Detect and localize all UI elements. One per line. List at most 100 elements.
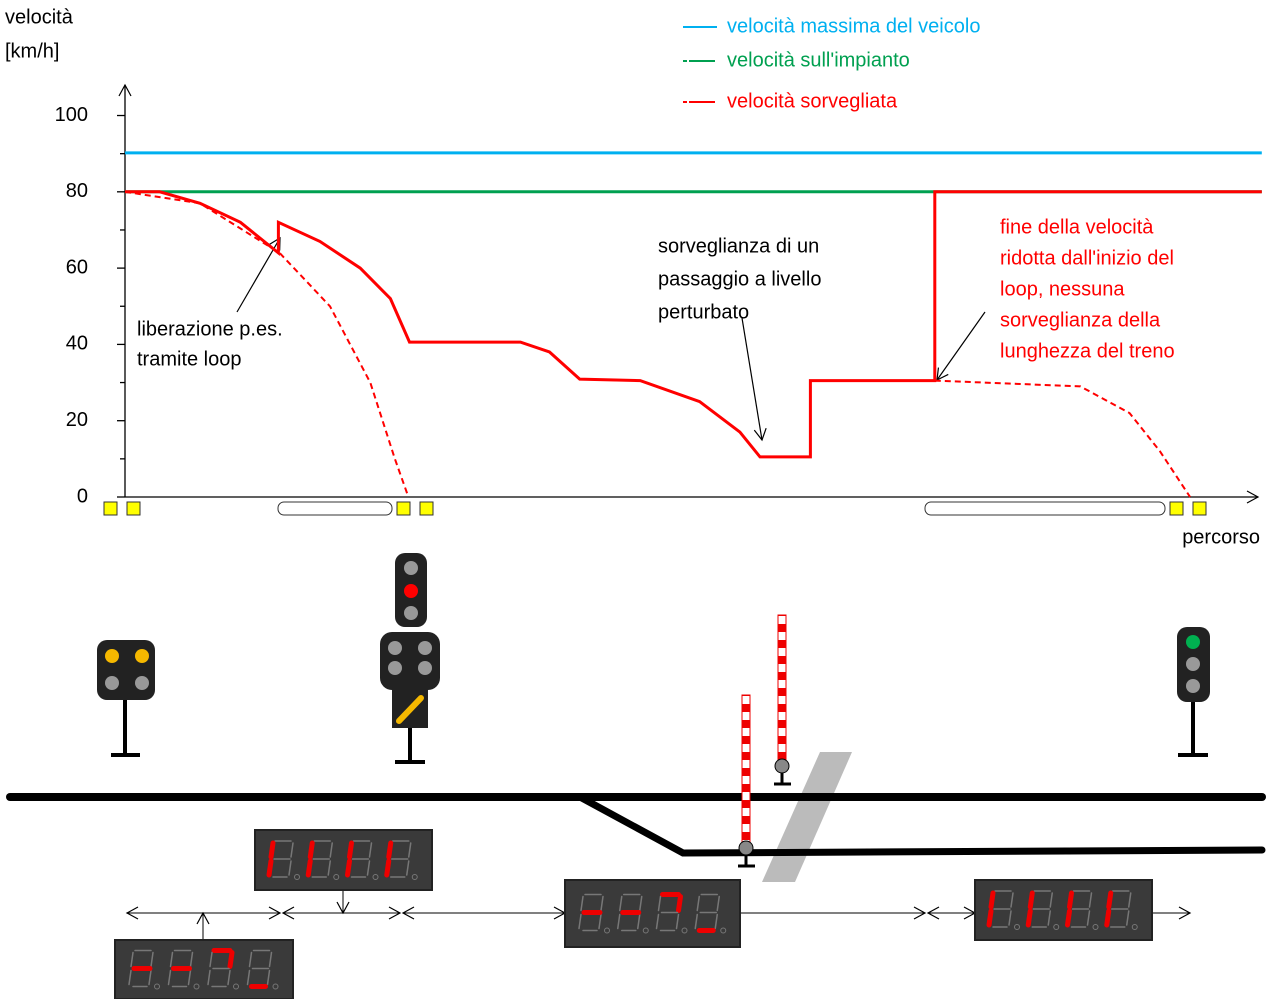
display-segment — [329, 842, 333, 858]
annotation: tramite loop — [137, 348, 242, 370]
loops — [277, 501, 1166, 516]
y-label: [km/h] — [5, 40, 59, 62]
annotation: perturbato — [658, 301, 749, 323]
annotation: sorveglianza della — [1000, 309, 1161, 331]
display-segment — [345, 858, 352, 878]
y-tick-label: 20 — [66, 409, 88, 431]
x-label: percorso — [1182, 526, 1260, 548]
display-dot — [233, 983, 239, 990]
display-segment — [148, 969, 152, 986]
display-segment — [288, 860, 292, 876]
display-segment — [986, 908, 994, 928]
display-segment — [1067, 890, 1074, 910]
display-segment — [268, 840, 276, 860]
display-segment — [189, 951, 194, 968]
display-segment — [637, 913, 641, 930]
annotation: fine della velocità — [1000, 216, 1154, 238]
y-tick-label: 100 — [55, 104, 88, 126]
display-segment — [246, 969, 251, 986]
display-dot — [193, 983, 200, 990]
barriers — [738, 614, 791, 868]
display-segment — [1008, 910, 1012, 926]
display-segment — [207, 969, 211, 986]
y-tick-label: 0 — [77, 485, 88, 507]
display-segment — [347, 840, 354, 860]
display-segment — [187, 969, 192, 986]
display-segment — [655, 913, 660, 930]
annotation: liberazione p.es. — [137, 318, 283, 340]
legend-label: velocità massima del veicolo — [727, 15, 980, 37]
display-segment — [988, 890, 996, 910]
display-dot — [272, 983, 279, 990]
display-segment — [1047, 910, 1051, 926]
display-frame — [254, 829, 433, 891]
display-segment — [130, 951, 134, 968]
display-dot — [642, 927, 649, 934]
display-segment — [227, 969, 231, 986]
display-dot — [720, 927, 727, 934]
display-segment — [307, 840, 315, 860]
series-line — [125, 190, 1262, 459]
signal-middle — [380, 553, 440, 764]
display-segment — [578, 913, 582, 930]
display-segment — [600, 895, 604, 912]
legend-label: velocità sull'impianto — [727, 49, 910, 71]
display-segment — [266, 858, 274, 878]
display-segment — [305, 858, 313, 878]
display-dot — [604, 927, 610, 934]
display-segment — [290, 842, 294, 858]
display-segment — [128, 969, 132, 986]
y-tick-label: 40 — [66, 333, 88, 355]
annotation: passaggio a livello — [658, 268, 821, 290]
display-dot — [681, 927, 688, 934]
display-dot — [411, 874, 418, 880]
display-segment — [169, 951, 174, 968]
y-tick-label: 60 — [66, 256, 88, 278]
signal-right — [1177, 627, 1210, 757]
display-segment — [1106, 890, 1114, 910]
y-tick-label: 80 — [66, 180, 88, 202]
display-segment — [366, 860, 371, 876]
y-label: velocità — [5, 6, 74, 28]
display-segment — [716, 895, 720, 912]
display-dot — [1092, 924, 1099, 930]
display-segment — [694, 913, 698, 930]
display-segment — [1065, 908, 1072, 928]
display-segment — [227, 950, 235, 969]
display-segment — [150, 951, 154, 968]
display-segment — [1027, 890, 1035, 910]
display-segment — [1128, 892, 1132, 908]
display-dot — [372, 874, 379, 880]
display-segment — [1104, 908, 1112, 928]
display-segment — [406, 860, 410, 876]
annotation: loop, nessuna — [1000, 278, 1125, 300]
display-dot — [294, 874, 300, 880]
display-segment — [639, 895, 643, 912]
display-segment — [1088, 892, 1093, 908]
annotation: sorveglianza di un — [658, 235, 819, 257]
display-segment — [1126, 910, 1130, 926]
display-dot — [1131, 924, 1138, 930]
display-dot — [1014, 924, 1020, 930]
display-segment — [266, 969, 271, 986]
display-segment — [1049, 892, 1053, 908]
display-segment — [327, 860, 331, 876]
display-segment — [675, 913, 680, 930]
display-segment — [268, 951, 273, 968]
display-segment — [580, 895, 584, 912]
display-segment — [408, 842, 412, 858]
display-segment — [1010, 892, 1014, 908]
display-segment — [676, 894, 683, 913]
signal-left — [97, 640, 155, 757]
display-dot — [154, 983, 160, 990]
level-crossing — [762, 752, 852, 882]
display-frame — [974, 879, 1153, 941]
display-segment — [598, 913, 602, 930]
display-dot — [333, 874, 340, 880]
balises — [103, 501, 1207, 516]
track — [6, 793, 1266, 857]
legend-label: velocità sorvegliata — [727, 90, 898, 112]
display-segment — [1086, 910, 1091, 926]
display-segment — [384, 858, 392, 878]
